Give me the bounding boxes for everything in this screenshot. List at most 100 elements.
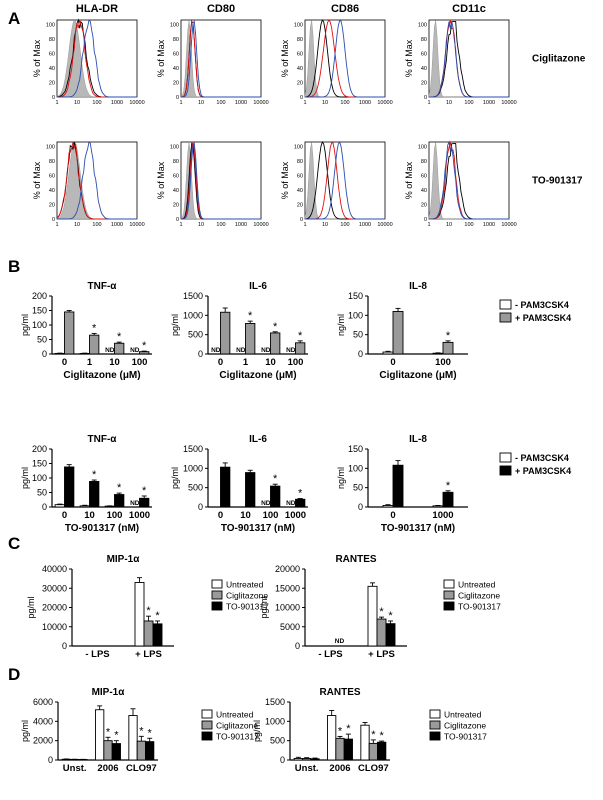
- x-tick-label: 1000: [285, 510, 306, 521]
- chart-title: RANTES: [319, 687, 360, 698]
- bar: [295, 498, 306, 508]
- histogram-line: [304, 19, 385, 98]
- nd-label: ND: [286, 500, 296, 507]
- legend-label: TO-901317: [226, 602, 269, 612]
- y-tick-label: 50: [353, 330, 363, 340]
- x-tick-label: 10: [74, 222, 80, 228]
- y-tick-label: 100: [170, 22, 179, 28]
- x-tick-label: 0: [218, 357, 223, 368]
- histogram-line: [181, 20, 261, 98]
- y-tick-label: 80: [421, 37, 427, 43]
- y-axis-label: % of Max: [280, 161, 290, 199]
- bar: [139, 497, 150, 508]
- y-tick-label: 20: [297, 80, 303, 86]
- y-tick-label: 40: [297, 66, 303, 72]
- x-tick-label: 100: [288, 357, 304, 368]
- chart-title: IL-6: [249, 281, 267, 292]
- y-axis-label: pg/ml: [20, 467, 30, 489]
- y-tick-label: 10000: [42, 622, 67, 632]
- y-tick-label: 60: [297, 51, 303, 57]
- y-tick-label: 0: [42, 502, 47, 512]
- x-axis-label: Ciglitazone (μM): [63, 370, 140, 381]
- x-tick-label: - LPS: [318, 649, 342, 660]
- x-tick-label: 100: [216, 222, 225, 228]
- legend-swatch: [499, 312, 512, 323]
- y-tick-label: 500: [188, 483, 203, 493]
- nd-label: ND: [130, 500, 140, 507]
- y-tick-label: 20000: [42, 603, 67, 613]
- bar: [79, 505, 90, 508]
- y-tick-label: 0: [52, 217, 55, 223]
- chart-title: IL-6: [249, 434, 267, 445]
- legend-swatch: [499, 452, 512, 463]
- legend-label: Untreated: [216, 710, 254, 720]
- y-tick-label: 1000: [265, 716, 285, 726]
- x-tick-label: 100: [107, 510, 123, 521]
- y-tick-label: 40: [421, 66, 427, 72]
- isotype-histogram: [180, 19, 261, 98]
- y-tick-label: 100: [32, 320, 47, 330]
- significance-star: *: [346, 723, 351, 735]
- legend-swatch: [429, 709, 441, 719]
- x-tick-label: 1000: [111, 100, 123, 106]
- x-tick-label: 1000: [111, 222, 123, 228]
- y-tick-label: 100: [294, 144, 303, 150]
- x-tick-label: 1: [303, 100, 306, 106]
- y-axis-label: % of Max: [156, 161, 166, 199]
- y-tick-label: 0: [424, 217, 427, 223]
- panel-letter-d: D: [8, 665, 20, 684]
- panel-letter-c: C: [8, 534, 20, 553]
- y-tick-label: 20: [297, 202, 303, 208]
- x-tick-label: 100: [340, 222, 349, 228]
- y-axis-label: ng/ml: [336, 467, 346, 489]
- significance-star: *: [142, 485, 147, 497]
- y-tick-label: 80: [173, 159, 179, 165]
- y-tick-label: 50: [37, 335, 47, 345]
- x-tick-label: 100: [92, 222, 101, 228]
- x-tick-label: + LPS: [135, 649, 162, 660]
- y-tick-label: 100: [294, 22, 303, 28]
- x-tick-label: + LPS: [368, 649, 395, 660]
- bar: [245, 472, 256, 508]
- chart-c2: RANTES 0 5000 10000 15000 20000 pg/ml - LPS ND + …: [259, 554, 407, 660]
- significance-star: *: [114, 730, 119, 742]
- bar: [220, 466, 231, 508]
- x-tick-label: 1: [179, 100, 182, 106]
- y-tick-label: 20: [421, 202, 427, 208]
- y-tick-label: 2000: [33, 736, 53, 746]
- y-axis-label: % of Max: [32, 161, 42, 199]
- significance-star: *: [298, 487, 303, 499]
- y-tick-label: 20: [173, 80, 179, 86]
- x-tick-label: 10: [109, 357, 120, 368]
- x-tick-label: 10: [446, 222, 452, 228]
- y-axis-label: pg/ml: [170, 467, 180, 489]
- significance-star: *: [92, 322, 97, 334]
- x-tick-label: 0: [218, 510, 223, 521]
- y-tick-label: 150: [348, 291, 363, 301]
- legend-label: TO-901317: [216, 732, 259, 742]
- bar: [432, 505, 444, 508]
- x-tick-label: - LPS: [85, 649, 109, 660]
- y-axis-label: pg/ml: [20, 314, 30, 336]
- x-tick-label: 1: [179, 222, 182, 228]
- legend-label: Ciglitazone: [216, 721, 258, 731]
- y-tick-label: 50: [37, 488, 47, 498]
- bar: [270, 332, 281, 355]
- legend-label: Ciglitazone: [226, 591, 268, 601]
- y-axis-label: pg/ml: [20, 720, 30, 742]
- y-tick-label: 6000: [33, 697, 53, 707]
- x-tick-label: 1000: [235, 222, 247, 228]
- y-tick-label: 0: [48, 755, 53, 765]
- significance-star: *: [380, 730, 385, 742]
- significance-star: *: [117, 482, 122, 494]
- histogram-title-cd80: CD80: [207, 3, 235, 15]
- legend-label: Untreated: [458, 580, 496, 590]
- y-tick-label: 60: [297, 173, 303, 179]
- x-tick-label: 1: [55, 222, 58, 228]
- x-axis-label: TO-901317 (nM): [221, 523, 295, 534]
- y-tick-label: 0: [176, 95, 179, 101]
